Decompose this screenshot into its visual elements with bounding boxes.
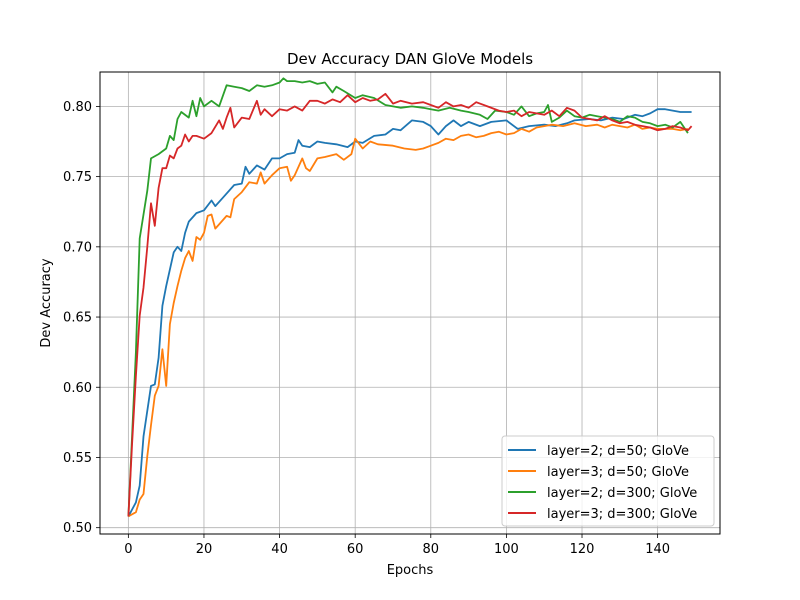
chart-title: Dev Accuracy DAN GloVe Models [287,50,533,68]
x-tick-label: 80 [423,542,440,557]
x-tick-label: 120 [570,542,595,557]
x-tick-label: 20 [196,542,213,557]
legend: layer=2; d=50; GloVe layer=3; d=50; GloV… [501,435,715,527]
legend-box [501,435,715,527]
legend-entry-series-1: layer=2; d=50; GloVe [547,444,689,459]
series-line-1 [127,108,692,517]
y-tick-label: 0.60 [63,381,92,396]
series-lines [127,77,693,518]
series-line-3 [127,77,689,517]
x-axis-label: Epochs [387,563,434,578]
y-axis-label: Dev Accuracy [39,258,54,347]
x-tick-label: 100 [494,542,519,557]
y-tick-label: 0.50 [63,521,92,536]
axis-ticks: 0 20 40 60 80 100 120 140 0.50 0.55 0.60 0.65 0.70 0.… [63,100,670,557]
legend-entry-series-2: layer=3; d=50; GloVe [547,465,689,480]
y-tick-label: 0.65 [63,311,92,326]
y-tick-label: 0.75 [63,170,92,185]
series-line-2 [127,122,689,518]
plot-frame [99,71,721,535]
legend-entry-series-3: layer=2; d=300; GloVe [547,486,697,501]
y-tick-label: 0.70 [63,240,92,255]
x-tick-label: 0 [124,542,132,557]
series-line-4 [127,92,693,517]
legend-entry-series-4: layer=3; d=300; GloVe [547,507,697,522]
x-tick-label: 140 [645,542,670,557]
x-tick-label: 60 [347,542,364,557]
x-tick-label: 40 [271,542,288,557]
y-tick-label: 0.55 [63,451,92,466]
y-tick-label: 0.80 [63,100,92,115]
